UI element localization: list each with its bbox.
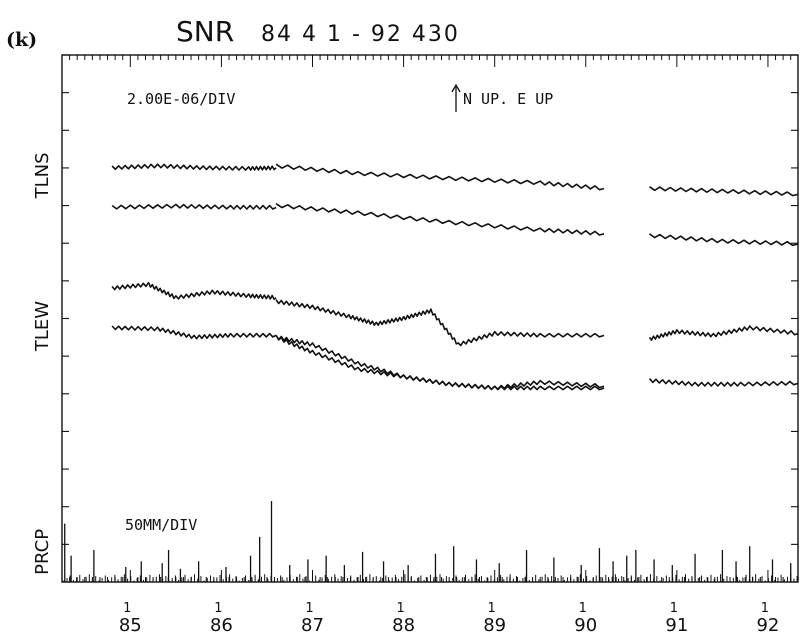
- x-tick-month-label: 1: [396, 601, 404, 616]
- x-tick-year-label: 90: [574, 615, 597, 636]
- y-labels: TLNS TLEW PRCP: [32, 152, 53, 574]
- series-line-tlns: [275, 163, 605, 191]
- x-tick-month-label: 1: [214, 601, 222, 616]
- x-tick-month-label: 1: [123, 601, 131, 616]
- prcp-scale-label: 50MM/DIV: [125, 516, 197, 534]
- precipitation-bars: [63, 501, 798, 582]
- x-tick-year-label: 87: [301, 615, 324, 636]
- x-tick-month-label: 1: [579, 601, 587, 616]
- x-tick-year-label: 86: [210, 615, 233, 636]
- y-axis-label: TLNS: [32, 152, 53, 199]
- series-line-tlew: [648, 378, 799, 387]
- x-tick-year-label: 91: [665, 615, 688, 636]
- direction-annotation: N UP. E UP: [451, 83, 553, 112]
- up-arrow-head-icon: [451, 83, 461, 93]
- series-line-tlns: [649, 186, 799, 197]
- y-axis-label: TLEW: [32, 301, 53, 352]
- chart-title-range: 84 4 1 - 92 430: [261, 22, 460, 47]
- series-line-tlew: [648, 325, 799, 342]
- series-line-tlew: [111, 325, 277, 340]
- x-tick-month-label: 1: [761, 601, 769, 616]
- x-tick-year-label: 92: [756, 615, 779, 636]
- series-line-tlew: [111, 281, 277, 301]
- series-line-tlns: [111, 203, 277, 210]
- x-tick-year-label: 88: [392, 615, 415, 636]
- series-line-tlns: [649, 233, 799, 247]
- panel-label: (k): [6, 29, 37, 51]
- series-line-tlew: [275, 299, 605, 347]
- chart-title: SNR: [176, 15, 234, 48]
- series-layer: [111, 163, 799, 391]
- x-tick-year-label: 89: [483, 615, 506, 636]
- scale-label: 2.00E-06/DIV: [127, 90, 235, 108]
- y-ticks: [62, 54, 798, 583]
- series-line-tlew: [275, 334, 605, 391]
- x-tick-year-label: 85: [119, 615, 142, 636]
- x-tick-month-label: 1: [488, 601, 496, 616]
- series-line-tlns: [111, 163, 277, 171]
- x-tick-month-label: 1: [305, 601, 313, 616]
- series-line-tlns: [275, 203, 605, 236]
- series-line-tlew: [275, 334, 605, 391]
- plot-frame: [61, 54, 799, 583]
- y-axis-label: PRCP: [32, 529, 53, 575]
- direction-label: N UP. E UP: [463, 90, 553, 108]
- x-tick-month-label: 1: [670, 601, 678, 616]
